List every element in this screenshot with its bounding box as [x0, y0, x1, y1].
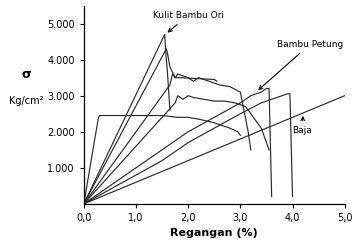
Text: Bambu Petung: Bambu Petung [259, 40, 343, 89]
Text: Kg/cm²: Kg/cm² [9, 96, 44, 106]
Text: Baja: Baja [292, 117, 312, 135]
Text: σ: σ [21, 69, 32, 81]
Text: Kulit Bambu Ori: Kulit Bambu Ori [153, 11, 224, 32]
X-axis label: Regangan (%): Regangan (%) [170, 228, 258, 238]
